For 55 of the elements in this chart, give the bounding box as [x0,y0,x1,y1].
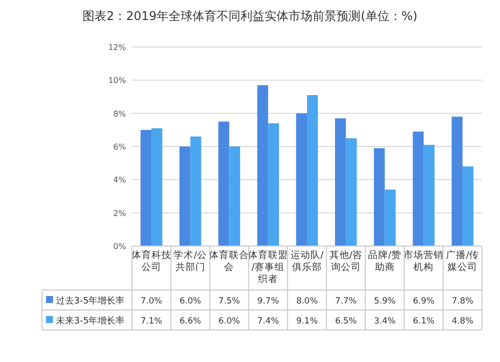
y-tick-label: 10% [108,76,126,86]
bar [268,123,279,246]
bar [140,130,152,246]
data-label: 4.8% [452,316,474,326]
data-label: 6.0% [218,316,240,326]
y-tick-label: 12% [108,43,126,52]
bar [190,136,202,246]
x-tick-label: 学术/公共部门 [174,249,207,273]
legend-label: 未来3-5年增长率 [56,316,125,326]
bar [179,146,190,246]
bar [346,138,357,246]
x-tick-label: 体育联盟/赛事组织者 [248,249,288,285]
bar [384,190,396,246]
y-tick-label: 4% [113,176,126,185]
bar [374,148,385,246]
data-label: 7.8% [452,296,474,306]
data-label: 9.1% [296,316,318,326]
data-label: 7.5% [218,296,240,306]
data-label: 5.9% [374,296,396,306]
data-label: 6.1% [412,316,434,326]
y-tick-label: 2% [113,208,126,218]
data-label: 6.9% [412,296,434,306]
data-label: 7.7% [335,296,357,306]
chart-title: 图表2：2019年全球体育不同利益实体市场前景预测(单位：%) [82,9,418,23]
y-tick-label: 8% [113,109,126,118]
data-label: 7.0% [140,296,162,306]
bar [218,122,230,246]
bar [307,95,318,246]
x-tick-label: 其他/咨询公司 [329,249,362,273]
y-tick-label: 6% [113,142,126,152]
bar [424,144,435,246]
data-label: 7.4% [257,316,279,326]
x-tick-label: 品牌/赞助商 [368,249,402,273]
x-tick-label: 运动队/俱乐部 [290,249,324,273]
x-tick-label: 广播/传媒公司 [446,249,480,273]
data-label: 3.4% [374,316,396,326]
legend-label: 过去3-5年增长率 [56,296,125,306]
data-label: 8.0% [296,296,318,306]
data-label: 6.6% [180,316,202,326]
data-label: 7.1% [140,316,162,326]
x-tick-label: 市场营销机构 [404,249,444,273]
bar [412,132,424,246]
y-tick-label: 0% [113,242,126,251]
data-label: 6.5% [335,316,357,326]
data-label: 6.0% [180,296,202,306]
bar [257,85,268,246]
data-label: 9.7% [257,296,279,306]
x-tick-label: 体育科技公司 [131,249,172,273]
bar [296,113,307,246]
x-tick-label: 体育联合会 [209,249,250,273]
bar [151,128,162,246]
bar [229,146,240,246]
bar [462,166,474,246]
bar [335,118,346,246]
bar [452,116,463,246]
